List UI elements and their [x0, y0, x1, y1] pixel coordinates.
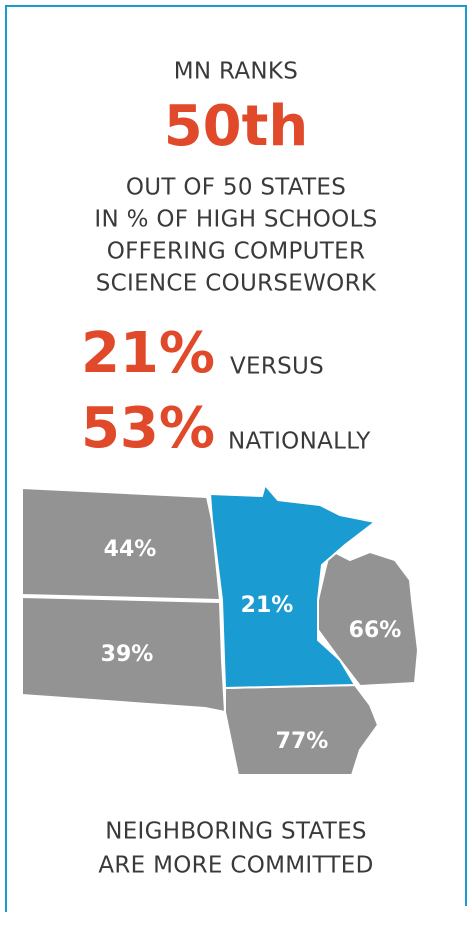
map: 44% 39% 21% 66% 77% [21, 482, 420, 776]
headline-line: SCIENCE COURSEWORK [96, 271, 377, 297]
national-percent: 53% [81, 396, 215, 461]
versus: VERSUS [230, 354, 324, 380]
nationally: NATIONALLY [228, 429, 371, 455]
mn-percent: 21% [81, 321, 215, 386]
state-label: 66% [349, 618, 402, 643]
headline-line: OUT OF 50 STATES [126, 175, 346, 201]
state-label: 77% [276, 729, 329, 754]
intro: MN RANKS [174, 59, 298, 85]
state-shape [208, 482, 378, 690]
footer-line: ARE MORE COMMITTED [98, 853, 373, 879]
footer-line: NEIGHBORING STATES [105, 819, 367, 845]
state-label: 39% [101, 642, 154, 667]
frame [5, 5, 467, 912]
headline-line: IN % OF HIGH SCHOOLS [94, 207, 377, 233]
rank: 50th [164, 94, 309, 159]
state-shape [224, 683, 380, 776]
state-label: 44% [104, 537, 157, 562]
headline-line: OFFERING COMPUTER [107, 239, 366, 265]
state-label: 21% [241, 593, 294, 618]
